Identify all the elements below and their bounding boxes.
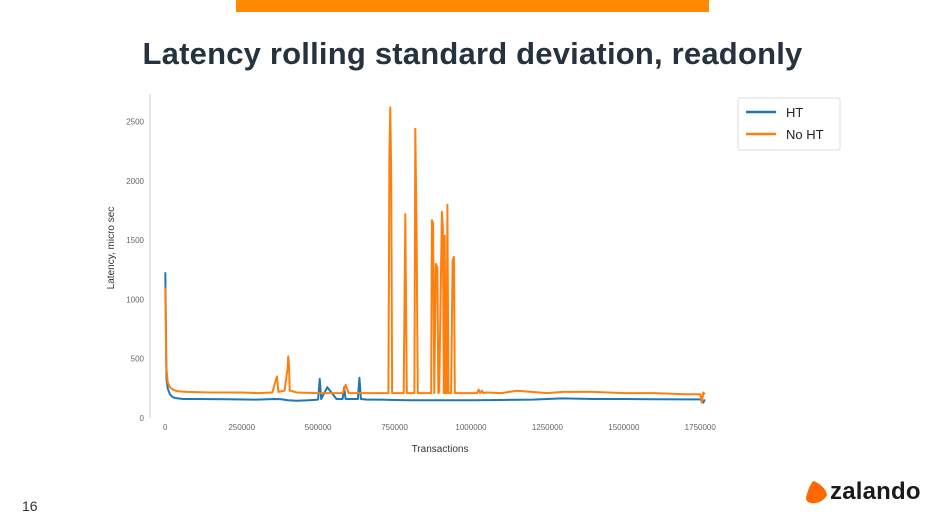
x-tick-label: 750000 (381, 423, 408, 432)
x-axis-label: Transactions (412, 444, 469, 455)
x-tick-label: 500000 (305, 423, 332, 432)
series-line-ht (164, 272, 706, 404)
y-axis-label: Latency, micro sec (106, 207, 117, 290)
zalando-logo-icon (806, 481, 827, 504)
y-tick-label: 1000 (126, 295, 144, 304)
chart: 0 500 1000 1500 2000 2500 0 250000 500000 750000 1… (100, 90, 860, 460)
y-tick-label: 2500 (126, 118, 144, 127)
top-accent-bar (236, 0, 709, 12)
legend-label: HT (786, 105, 803, 120)
latency-line-chart: 0 500 1000 1500 2000 2500 0 250000 500000 750000 1… (106, 94, 841, 455)
x-tick-label: 1500000 (608, 423, 640, 432)
x-tick-label: 1750000 (685, 423, 717, 432)
y-tick-label: 500 (131, 355, 145, 364)
slide-title: Latency rolling standard deviation, read… (142, 36, 803, 71)
series-line-no-ht (164, 106, 706, 404)
x-tick-label: 1250000 (532, 423, 564, 432)
x-tick-label: 1000000 (455, 423, 487, 432)
y-tick-label: 1500 (126, 236, 144, 245)
y-tick-label: 0 (140, 414, 145, 423)
y-tick-label: 2000 (126, 177, 144, 186)
page-number: 16 (22, 498, 38, 514)
x-tick-label: 0 (163, 423, 168, 432)
x-tick-label: 250000 (228, 423, 255, 432)
logo-text: zalando (830, 478, 921, 505)
legend-label: No HT (786, 127, 824, 142)
